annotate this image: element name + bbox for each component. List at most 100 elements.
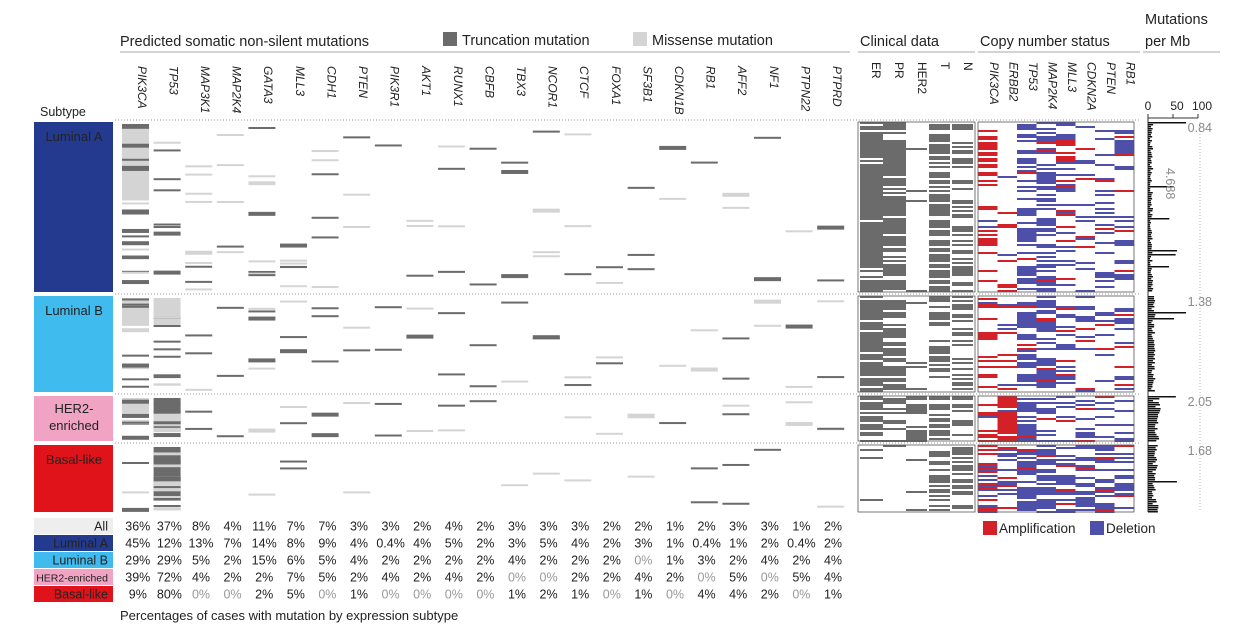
mutation-tick — [501, 301, 529, 304]
percent-cell: 2% — [255, 571, 273, 585]
mutation-tick — [564, 376, 592, 379]
cn-cell — [1056, 278, 1076, 280]
mut-rate-bar — [1148, 248, 1152, 250]
cn-cell — [1095, 457, 1115, 459]
cn-cell — [1017, 282, 1037, 284]
mutation-tick — [343, 226, 371, 229]
cn-cell — [1017, 236, 1037, 238]
percent-cell: 9% — [129, 588, 147, 602]
clinical-cell — [929, 124, 950, 126]
mut-rate-bar — [1148, 264, 1151, 266]
cn-cell — [1056, 246, 1076, 248]
mut-rate-bar — [1148, 418, 1158, 420]
mut-rate-bar — [1148, 398, 1160, 400]
cn-cell — [1056, 240, 1076, 242]
copy-number-header: Copy number status — [980, 34, 1110, 50]
clinical-cell — [929, 166, 950, 168]
clinical-cell — [929, 430, 950, 432]
mut-rate-bar — [1148, 326, 1155, 328]
cn-cell — [997, 284, 1017, 286]
cn-cell — [1095, 436, 1115, 438]
cn-cell — [978, 304, 998, 306]
cn-cell — [1056, 481, 1076, 483]
cn-cell — [1114, 168, 1134, 170]
clinical-cell — [929, 316, 950, 318]
clinical-cell — [929, 210, 950, 212]
mutation-tick — [153, 495, 181, 498]
cn-cell — [1017, 457, 1037, 459]
mut-rate-bar — [1148, 487, 1155, 489]
clinical-cell — [952, 368, 973, 370]
clinical-cell — [929, 469, 950, 471]
mutation-tick — [469, 283, 497, 286]
mutation-tick — [216, 200, 244, 203]
clinical-cell — [860, 188, 883, 190]
clinical-cell — [883, 178, 906, 180]
clinical-cell — [929, 368, 950, 370]
clinical-cell — [952, 216, 973, 218]
clinical-frame — [857, 444, 976, 513]
clinical-cell — [883, 264, 906, 266]
mut-rate-bar — [1148, 493, 1153, 495]
cn-cell — [1056, 212, 1076, 214]
cn-cell — [1075, 126, 1095, 128]
mutation-tick — [122, 235, 149, 238]
mutation-tick — [216, 164, 244, 167]
mutation-tick — [817, 300, 845, 303]
mut-rate-bar — [1148, 432, 1156, 434]
cn-cell — [1036, 505, 1056, 507]
clinical-cell — [952, 282, 973, 284]
cn-cell — [1017, 438, 1037, 440]
cn-cell — [1095, 242, 1115, 244]
mutation-tick — [754, 277, 781, 282]
clinical-cell — [929, 296, 950, 298]
cn-cell — [997, 483, 1017, 485]
cn-cell — [1075, 503, 1095, 505]
clinical-cell — [860, 304, 883, 306]
mut-rate-bar — [1148, 274, 1152, 276]
clinical-cell — [952, 424, 973, 426]
percent-cell: 8% — [287, 537, 305, 551]
clinical-cell — [860, 180, 883, 182]
cn-cell — [1036, 461, 1056, 463]
cn-cell — [997, 493, 1017, 495]
cn-cell — [1056, 168, 1076, 170]
cn-cell — [1017, 158, 1037, 160]
clinical-cell — [883, 336, 906, 338]
percent-cell: 29% — [125, 554, 150, 568]
percent-cell: 0% — [666, 588, 684, 602]
cn-cell — [1036, 264, 1056, 266]
clinical-cell — [929, 270, 950, 272]
percent-cell: 2% — [413, 571, 431, 585]
mut-rate-bar — [1148, 224, 1151, 226]
percent-cell: 3% — [508, 520, 526, 534]
mutation-tick — [248, 316, 276, 321]
percent-cell: 2% — [792, 554, 810, 568]
mutation-tick — [280, 266, 307, 269]
cn-cell — [1056, 156, 1076, 158]
mutation-tick — [280, 259, 307, 262]
mutation-tick — [659, 422, 687, 425]
mutation-tick — [122, 354, 149, 357]
cn-cell — [978, 507, 998, 509]
clinical-cell — [883, 260, 906, 262]
cn-cell — [1017, 268, 1037, 270]
cn-cell — [1036, 370, 1056, 372]
percent-cell: 4% — [729, 588, 747, 602]
clinical-cell — [883, 144, 906, 146]
mut-rate-bar — [1148, 438, 1160, 440]
cn-cell — [978, 142, 998, 144]
cn-cell — [997, 406, 1017, 408]
mut-rate-bar — [1148, 336, 1153, 338]
cn-cell — [1056, 314, 1076, 316]
clinical-label-pr: PR — [892, 62, 906, 79]
cn-cell — [1017, 232, 1037, 234]
clinical-cell — [860, 449, 883, 451]
mutation-tick — [185, 334, 213, 337]
mutation-tick — [785, 401, 813, 404]
mut-rate-bar — [1148, 428, 1158, 430]
mutation-tick — [216, 374, 244, 377]
clinical-cell — [860, 336, 883, 338]
clinical-cell — [860, 276, 883, 278]
cn-cell — [1095, 324, 1115, 326]
